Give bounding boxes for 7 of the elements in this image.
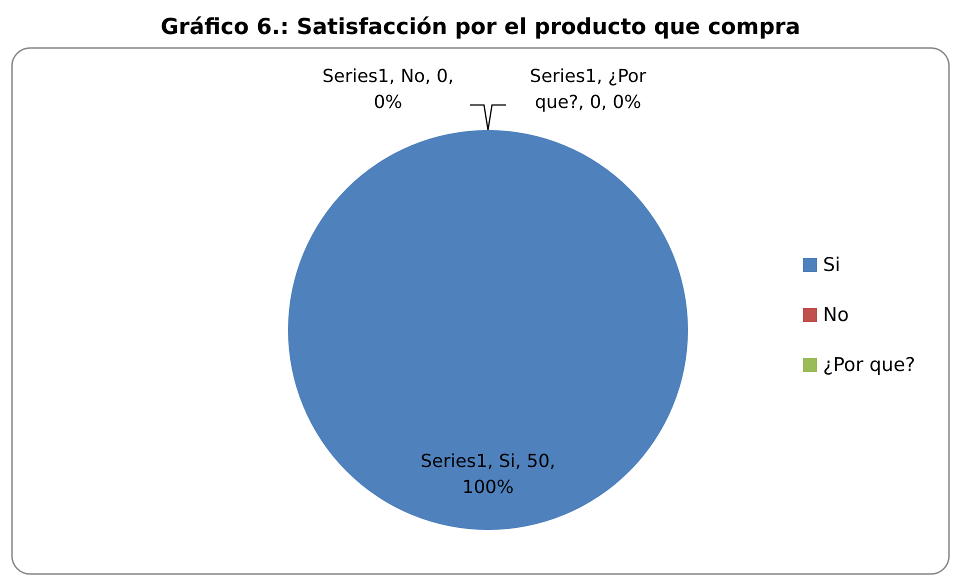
legend-label: No	[823, 304, 849, 326]
text: Series1, ¿Por que?, 0, 0%	[530, 66, 646, 113]
text: Series1, No, 0, 0%	[322, 66, 454, 113]
legend-label: Si	[823, 254, 840, 276]
data-label: Series1, Si, 50, 100%	[420, 451, 556, 498]
legend-label: ¿Por que?	[823, 354, 916, 376]
chart-title: Gráfico 6.: Satisfacción por el producto que compra	[160, 15, 800, 40]
